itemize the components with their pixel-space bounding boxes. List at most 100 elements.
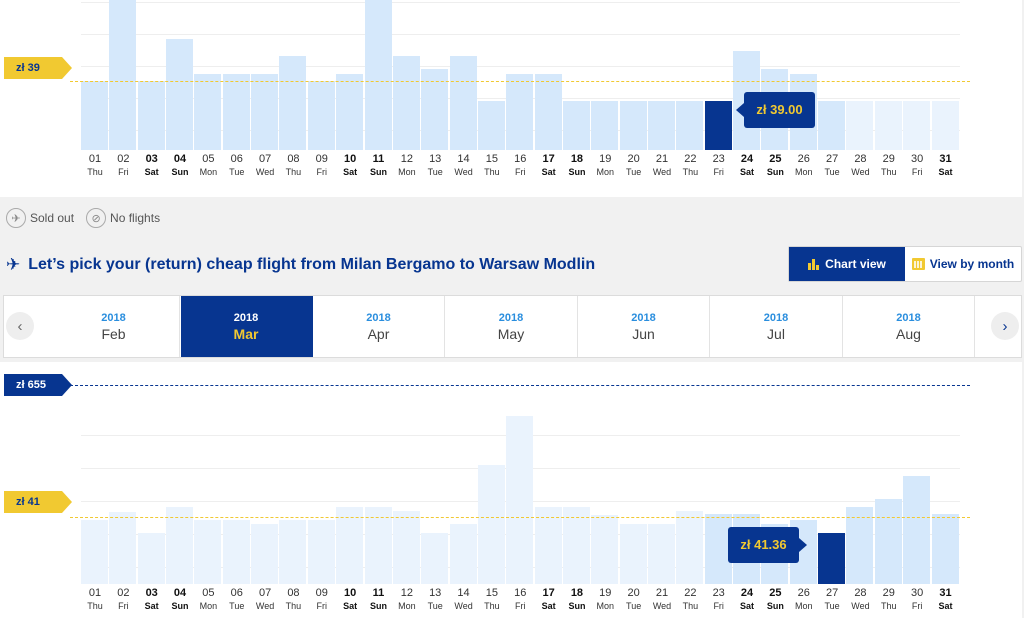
price-bar-day-03[interactable] — [137, 81, 165, 150]
weekday-label: Tue — [626, 167, 642, 177]
reference-price-line — [70, 517, 970, 519]
chart-gridline — [81, 66, 960, 67]
price-bar-day-28[interactable] — [846, 507, 874, 584]
price-bar-day-18[interactable] — [562, 507, 590, 584]
price-bar-day-30[interactable] — [903, 100, 931, 150]
outbound-reference-price-flag: zł 39 — [4, 57, 72, 79]
price-bar-day-01[interactable] — [81, 520, 108, 584]
price-bar-day-08[interactable] — [279, 56, 307, 150]
price-bar-day-15[interactable] — [477, 100, 505, 150]
price-bar-day-23[interactable] — [704, 100, 732, 150]
weekday-label: Sat — [144, 167, 159, 177]
month-prev-button[interactable]: ‹ — [6, 312, 34, 340]
weekday-label: Wed — [851, 167, 870, 177]
chart-view-label: Chart view — [825, 257, 886, 271]
price-bar-day-10[interactable] — [336, 74, 364, 150]
month-tab-year: 2018 — [763, 312, 789, 324]
price-bar-day-09[interactable] — [307, 520, 335, 584]
day-number-label: 23 — [712, 587, 725, 599]
weekday-label: Fri — [316, 601, 328, 611]
price-bar-day-14[interactable] — [449, 56, 477, 150]
price-bar-day-22[interactable] — [676, 100, 704, 150]
day-number-label: 13 — [429, 587, 442, 599]
month-tab-may[interactable]: 2018 May — [446, 296, 578, 357]
price-bar-day-15[interactable] — [477, 464, 505, 584]
price-bar-day-12[interactable] — [392, 510, 420, 584]
price-bar-day-20[interactable] — [619, 100, 647, 150]
price-bar-day-16[interactable] — [506, 416, 534, 584]
month-tab-month: Apr — [367, 326, 390, 342]
chart-view-button[interactable]: Chart view — [789, 247, 905, 281]
weekday-label: Thu — [484, 167, 500, 177]
price-bar-day-08[interactable] — [279, 520, 307, 584]
price-bar-day-29[interactable] — [874, 100, 902, 150]
price-bar-day-21[interactable] — [648, 523, 675, 584]
price-bar-day-02[interactable] — [109, 0, 137, 150]
weekday-label: Fri — [316, 167, 328, 177]
price-bar-day-18[interactable] — [562, 100, 590, 150]
price-bar-day-19[interactable] — [591, 515, 619, 584]
price-bar-day-19[interactable] — [591, 100, 619, 150]
price-bar-day-11[interactable] — [364, 0, 392, 150]
price-bar-day-17[interactable] — [534, 507, 562, 584]
month-tab-aug[interactable]: 2018 Aug — [843, 296, 975, 357]
price-bar-day-13[interactable] — [421, 68, 449, 150]
weekday-label: Tue — [824, 167, 840, 177]
price-bar-day-10[interactable] — [336, 507, 364, 584]
month-tab-jul[interactable]: 2018 Jul — [711, 296, 843, 357]
price-bar-day-09[interactable] — [307, 81, 335, 150]
month-tab-feb[interactable]: 2018 Feb — [48, 296, 180, 357]
price-bar-day-13[interactable] — [421, 533, 449, 584]
price-bar-day-07[interactable] — [251, 74, 279, 150]
month-tab-mar[interactable]: 2018 Mar — [180, 296, 313, 357]
availability-legend: ✈ Sold out ⊘ No flights — [6, 208, 166, 228]
month-tab-apr[interactable]: 2018 Apr — [313, 296, 445, 357]
price-bar-day-20[interactable] — [619, 523, 647, 584]
weekday-label: Wed — [454, 601, 473, 611]
day-number-label: 10 — [344, 587, 357, 599]
month-next-button[interactable]: › — [991, 312, 1019, 340]
weekday-label: Fri — [515, 167, 526, 177]
view-toggle: Chart view View by month — [788, 246, 1022, 282]
price-bar-day-12[interactable] — [392, 56, 420, 150]
price-bar-day-01[interactable] — [81, 81, 108, 150]
weekday-label: Sat — [740, 601, 755, 611]
day-number-label: 06 — [230, 153, 243, 165]
price-bar-day-06[interactable] — [222, 520, 250, 584]
outbound-chart-panel: 01 Thu 02 Fri 03 Sat 04 Sun 05 Mon 06 Tue 07 Wed 08 Thu… — [0, 0, 1022, 197]
price-bar-day-27[interactable] — [818, 100, 846, 150]
month-tab-jun[interactable]: 2018 Jun — [578, 296, 710, 357]
view-by-month-button[interactable]: View by month — [905, 247, 1021, 281]
price-bar-day-31[interactable] — [931, 513, 959, 584]
month-tab-year: 2018 — [631, 312, 656, 324]
price-bar-day-17[interactable] — [534, 74, 562, 150]
weekday-label: Tue — [229, 167, 245, 177]
price-bar-day-27[interactable] — [818, 533, 846, 584]
price-bar-day-04[interactable] — [166, 38, 194, 150]
price-bar-day-11[interactable] — [364, 507, 392, 584]
price-bar-day-05[interactable] — [194, 520, 222, 584]
weekday-label: Mon — [596, 601, 615, 611]
price-bar-day-14[interactable] — [449, 523, 477, 584]
weekday-label: Sat — [541, 601, 556, 611]
price-bar-day-05[interactable] — [194, 74, 222, 150]
day-number-label: 28 — [854, 587, 867, 599]
price-bar-day-30[interactable] — [903, 476, 931, 584]
price-bar-day-31[interactable] — [931, 100, 959, 150]
price-bar-day-29[interactable] — [874, 499, 902, 584]
price-bar-day-28[interactable] — [846, 100, 874, 150]
price-bar-day-21[interactable] — [648, 100, 675, 150]
price-bar-day-02[interactable] — [109, 512, 137, 584]
price-bar-day-04[interactable] — [166, 507, 194, 584]
price-bar-day-06[interactable] — [222, 74, 250, 150]
price-bar-day-23[interactable] — [704, 513, 732, 584]
price-bar-day-16[interactable] — [506, 74, 534, 150]
price-bar-day-22[interactable] — [676, 510, 704, 584]
day-number-label: 18 — [570, 153, 584, 165]
month-selector: ‹ 2018 Feb 2018 Mar 2018 Apr 2018 May 2018 Jun 201… — [3, 295, 1022, 358]
day-number-label: 09 — [315, 587, 328, 599]
price-bar-day-07[interactable] — [251, 523, 279, 584]
price-bar-day-03[interactable] — [137, 533, 165, 584]
return-flight-title: Let’s pick your (return) cheap flight fr… — [28, 256, 596, 273]
day-number-label: 12 — [400, 587, 413, 599]
